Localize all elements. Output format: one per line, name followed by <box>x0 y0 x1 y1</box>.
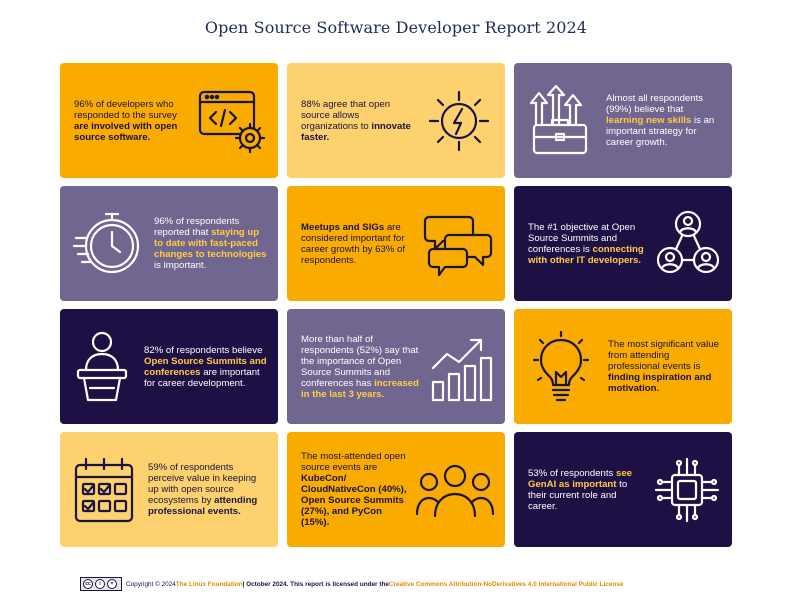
stat-text: Meetups and SIGs are considered importan… <box>301 222 415 266</box>
stat-highlight: connecting with other IT developers. <box>528 243 644 266</box>
stopwatch-icon <box>72 208 142 280</box>
license-link[interactable]: Creative Commons Attribution-NoDerivativ… <box>388 580 624 588</box>
stat-text: 59% of respondents perceive value in kee… <box>148 462 268 517</box>
stat-text-part: are important for career development. <box>144 366 260 389</box>
chat-bubbles-icon <box>423 209 495 279</box>
light-bulb-icon <box>526 330 596 404</box>
stats-grid: 96% of developers who responded to the s… <box>60 63 732 547</box>
stat-text-part: are considered important for career grow… <box>301 221 405 266</box>
stat-card-genai: 53% of respondents see GenAI as importan… <box>514 432 732 547</box>
speaker-podium-icon <box>72 330 132 404</box>
stat-highlight: increased in the last 3 years. <box>301 377 419 400</box>
group-people-icon <box>415 458 495 522</box>
stat-text-part: The #1 objective at Open Source Summits … <box>528 221 636 255</box>
stat-text-part: The most-attended open source events are <box>301 451 406 473</box>
stat-text-part: is an important strategy for career grow… <box>606 115 715 148</box>
stat-emphasis: innovate faster. <box>301 120 411 143</box>
stat-text-part: to their current role and career. <box>528 478 628 512</box>
stat-text-part: 96% of developers who responded to the s… <box>74 98 177 121</box>
stat-text-part: 88% agree that open source allows organi… <box>301 98 391 132</box>
by-icon: i <box>95 579 105 589</box>
stat-card-inspiration: The most significant value from attendin… <box>514 309 732 424</box>
stat-text-part: The most significant value from attendin… <box>608 339 719 372</box>
stat-text: 88% agree that open source allows organi… <box>301 99 415 143</box>
stat-card-career-development: 82% of respondents believe Open Source S… <box>60 309 278 424</box>
lightning-bulb-icon <box>423 86 495 156</box>
stat-text-part: More than half of respondents (52%) say … <box>301 333 419 389</box>
page-title: Open Source Software Developer Report 20… <box>204 18 588 37</box>
stat-text-part: Almost all respondents (99%) believe tha… <box>606 93 704 115</box>
stat-text: Almost all respondents (99%) believe tha… <box>606 93 722 148</box>
stat-text: The most-attended open source events are… <box>301 451 407 528</box>
growth-bar-chart-icon <box>429 332 495 402</box>
stat-text: The most significant value from attendin… <box>608 339 722 394</box>
stat-emphasis: attending professional events. <box>148 495 258 517</box>
cc-icon: cc <box>83 579 93 589</box>
stat-card-most-attended: The most-attended open source events are… <box>287 432 505 547</box>
stat-card-involvement: 96% of developers who responded to the s… <box>60 63 278 178</box>
stat-text-part: is important. <box>154 260 207 271</box>
stat-highlight: learning new skills <box>606 115 692 126</box>
nd-icon: = <box>107 579 117 589</box>
stat-card-staying-up-to-date: 96% of respondents reported that staying… <box>60 186 278 301</box>
stat-text-part: 53% of respondents <box>528 467 617 479</box>
stat-emphasis: are involved with open source software. <box>74 120 178 143</box>
stat-card-learning: Almost all respondents (99%) believe tha… <box>514 63 732 178</box>
linux-foundation-link[interactable]: The Linux Foundation <box>175 580 243 588</box>
ai-chip-icon <box>652 455 722 525</box>
stat-text: More than half of respondents (52%) say … <box>301 334 421 400</box>
stat-highlight: staying up to date with fast-paced chang… <box>154 227 267 260</box>
stat-card-professional-events: 59% of respondents perceive value in kee… <box>60 432 278 547</box>
code-window-gear-icon <box>196 86 268 156</box>
stat-text-part: 59% of respondents perceive value in kee… <box>148 462 257 506</box>
stat-card-importance-increased: More than half of respondents (52%) say … <box>287 309 505 424</box>
stat-text: 53% of respondents see GenAI as importan… <box>528 468 644 512</box>
cc-license-badge: cc i = <box>80 577 122 591</box>
stat-emphasis: KubeCon/ CloudNativeCon (40%), Open Sour… <box>301 473 407 528</box>
footer-middle-text: | October 2024. This report is licensed … <box>242 580 389 588</box>
stat-highlight: see GenAI as important <box>528 467 633 490</box>
footer: cc i = Copyright © 2024 The Linux Founda… <box>80 576 623 592</box>
stat-text: 96% of respondents reported that staying… <box>154 216 268 271</box>
stat-text: 96% of developers who responded to the s… <box>74 99 188 143</box>
stat-highlight: Open Source Summits and conferences <box>144 355 267 378</box>
briefcase-growth-icon <box>526 84 594 157</box>
stat-card-meetups: Meetups and SIGs are considered importan… <box>287 186 505 301</box>
stat-text-part: 82% of respondents believe <box>144 344 263 356</box>
stat-emphasis: Meetups and SIGs <box>301 221 385 233</box>
stat-card-networking: The #1 objective at Open Source Summits … <box>514 186 732 301</box>
stat-card-innovation: 88% agree that open source allows organi… <box>287 63 505 178</box>
stat-text: The #1 objective at Open Source Summits … <box>528 222 646 266</box>
stat-text-part: 96% of respondents reported that <box>154 216 240 238</box>
people-network-icon <box>654 208 722 280</box>
stat-emphasis: finding inspiration and motivation. <box>608 372 712 394</box>
copyright-text: Copyright © 2024 <box>126 580 176 588</box>
stat-text: 82% of respondents believe Open Source S… <box>144 345 268 389</box>
calendar-check-icon <box>72 455 136 525</box>
